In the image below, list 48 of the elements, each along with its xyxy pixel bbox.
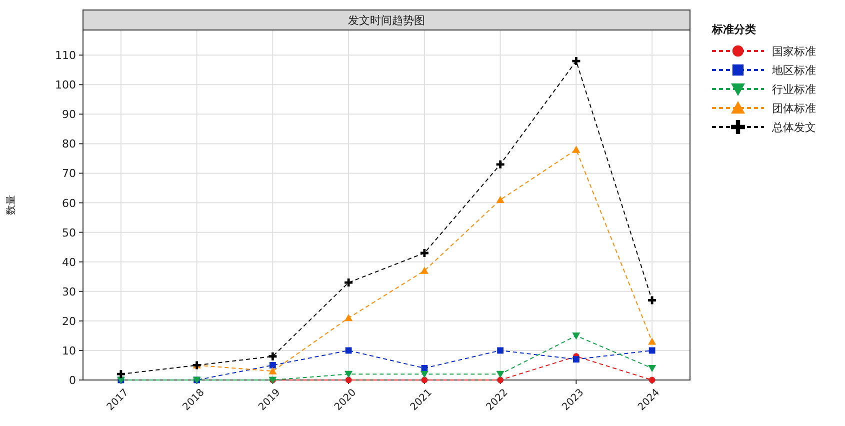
point	[648, 364, 656, 372]
point	[572, 146, 580, 153]
point	[648, 376, 656, 384]
y-tick-label: 40	[62, 256, 76, 269]
point	[495, 159, 506, 170]
point	[269, 362, 276, 368]
y-tick-label: 50	[62, 226, 76, 240]
point	[344, 370, 353, 378]
point	[267, 351, 278, 362]
point	[648, 338, 656, 345]
point	[496, 370, 504, 378]
point	[648, 347, 656, 354]
y-tick-label: 0	[69, 374, 76, 387]
chart-title: 发文时间趋势图	[348, 14, 425, 27]
legend-title: 标准分类	[711, 23, 756, 36]
point	[421, 376, 428, 384]
y-tick-label: 110	[55, 49, 76, 62]
y-tick-label: 10	[62, 344, 76, 358]
legend-label: 总体发文	[771, 121, 816, 134]
point	[570, 56, 582, 66]
point	[419, 248, 430, 258]
point	[343, 277, 354, 288]
point	[420, 370, 428, 378]
legend-label: 行业标准	[772, 83, 816, 96]
y-tick-label: 100	[55, 78, 76, 92]
legend-label: 团体标准	[772, 102, 816, 115]
legend-label: 地区标准	[771, 64, 816, 77]
point	[345, 376, 352, 384]
y-tick-label: 20	[62, 314, 76, 328]
y-tick-label: 80	[62, 138, 76, 151]
point	[496, 196, 504, 204]
point	[646, 295, 658, 306]
y-tick-label: 60	[62, 196, 76, 210]
point	[421, 364, 428, 372]
point	[268, 367, 277, 374]
point	[116, 368, 126, 380]
point	[420, 266, 428, 274]
y-tick-label: 70	[62, 167, 76, 180]
y-tick-label: 90	[62, 108, 76, 122]
point	[344, 314, 353, 322]
point	[572, 356, 580, 363]
point	[497, 376, 504, 384]
point	[572, 332, 580, 340]
y-tick-label: 30	[62, 285, 76, 298]
legend-label: 国家标准	[772, 45, 816, 58]
point	[345, 347, 352, 354]
y-axis-title: 数量	[6, 195, 17, 215]
point	[497, 347, 504, 354]
